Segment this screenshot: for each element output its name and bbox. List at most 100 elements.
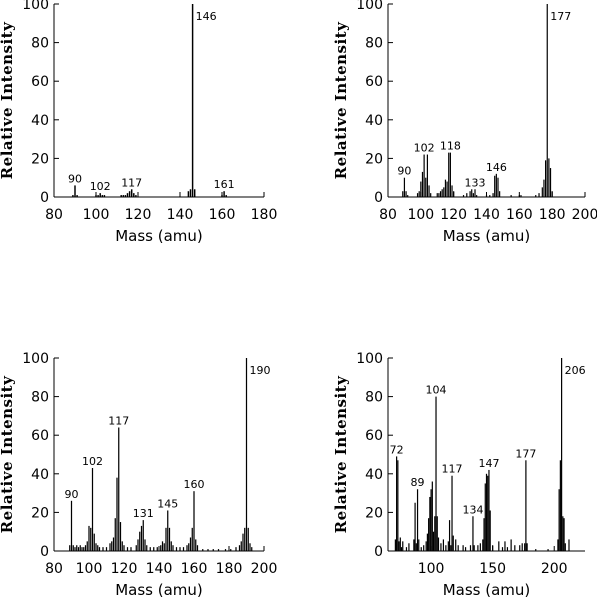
peak-bar xyxy=(510,195,512,197)
peak-label: 147 xyxy=(478,457,499,470)
x-tick-label: 100 xyxy=(76,561,103,577)
peak-bar xyxy=(446,181,448,197)
peak-bar xyxy=(485,195,488,197)
peak-label: 146 xyxy=(486,161,507,174)
peak-bar xyxy=(187,191,190,197)
peak-bar xyxy=(477,545,479,551)
peak-bar xyxy=(426,154,428,197)
y-tick-label: 0 xyxy=(374,544,383,560)
y-tick-label: 80 xyxy=(365,36,383,52)
peak-bar xyxy=(399,537,401,551)
y-tick-label: 20 xyxy=(31,505,49,521)
y-tick-label: 100 xyxy=(356,0,383,13)
peak-bar xyxy=(161,541,164,551)
peak-bar xyxy=(109,543,111,551)
y-tick-label: 80 xyxy=(31,36,49,52)
peak-bar xyxy=(238,545,241,551)
peak-bar xyxy=(223,191,225,197)
peak-bar xyxy=(441,189,443,197)
peak-bar xyxy=(130,189,133,197)
peak-bar xyxy=(499,191,501,197)
peak-label: 72 xyxy=(390,443,404,456)
peak-bar xyxy=(448,520,451,551)
peak-bar xyxy=(397,460,399,551)
x-axis-title: Mass (amu) xyxy=(115,227,203,245)
peak-bar xyxy=(170,541,172,551)
peak-bar xyxy=(102,547,104,551)
peak-bar xyxy=(452,535,454,551)
x-axis-title: Mass (amu) xyxy=(115,581,203,599)
peak-bar xyxy=(112,537,115,551)
peak-bar xyxy=(230,549,232,551)
peak-bar xyxy=(126,547,129,551)
peak-bar xyxy=(471,189,473,197)
peak-bar xyxy=(487,475,489,551)
peak-bar xyxy=(88,525,90,551)
peak-bar xyxy=(504,541,506,551)
peak-bar xyxy=(492,545,494,551)
y-tick-label: 80 xyxy=(365,390,383,406)
peak-bar xyxy=(440,543,442,551)
peak-bar xyxy=(548,158,550,197)
peak-bar xyxy=(479,543,481,551)
peak-bar xyxy=(130,547,132,551)
peak-bar xyxy=(545,160,547,197)
x-tick-label: 160 xyxy=(506,207,533,223)
peak-bar xyxy=(69,545,71,551)
peak-bar xyxy=(442,539,445,551)
peak-label: 190 xyxy=(250,364,271,377)
peak-bar xyxy=(416,489,419,551)
peak-bar xyxy=(428,518,430,551)
peak-label: 206 xyxy=(565,364,586,377)
peak-bar xyxy=(74,547,76,551)
peak-bar xyxy=(121,541,123,551)
y-tick-label: 20 xyxy=(365,151,383,167)
peak-bar xyxy=(431,481,433,551)
peak-label: 117 xyxy=(108,414,129,427)
peak-bar xyxy=(400,547,403,551)
peak-bar xyxy=(224,549,227,551)
x-axis-title: Mass (amu) xyxy=(443,581,531,599)
y-tick-label: 40 xyxy=(365,467,383,483)
peak-label: 131 xyxy=(133,507,154,520)
peak-bar xyxy=(91,468,94,551)
peak-bar xyxy=(398,541,400,551)
x-tick-label: 160 xyxy=(181,561,208,577)
peak-label: 145 xyxy=(157,497,178,510)
peak-bar xyxy=(425,541,427,551)
peak-bar xyxy=(156,547,158,551)
spectrum-panel-3: 0 20 40 60 80 100 80 100 120 140 160 180 200 90 102 117… xyxy=(0,351,277,599)
peak-bar xyxy=(186,545,188,551)
peak-bar xyxy=(547,549,549,551)
x-tick-label: 200 xyxy=(251,561,278,577)
peak-bar xyxy=(120,195,122,197)
peak-bar xyxy=(97,195,99,197)
peak-bar xyxy=(464,547,467,551)
peak-bar xyxy=(405,547,408,551)
y-tick-label: 40 xyxy=(31,467,49,483)
peak-bar xyxy=(77,547,80,551)
peak-bar xyxy=(420,547,422,551)
peak-label: 117 xyxy=(442,463,463,476)
peak-bar xyxy=(191,4,194,197)
peak-bar xyxy=(495,173,497,197)
peak-bar xyxy=(122,195,125,197)
peak-bar xyxy=(559,460,561,551)
peak-bar xyxy=(79,545,81,551)
peak-bar xyxy=(472,193,474,197)
peak-bar xyxy=(426,533,428,551)
peak-label: 89 xyxy=(411,476,425,489)
peak-bar xyxy=(402,541,404,551)
peak-bar xyxy=(83,547,85,551)
peak-bar xyxy=(546,4,548,197)
peak-bar xyxy=(535,549,537,551)
peak-bar xyxy=(415,543,417,551)
peak-label: 146 xyxy=(196,10,217,23)
peak-bar xyxy=(425,177,427,197)
peak-bar xyxy=(135,545,137,551)
y-tick-label: 20 xyxy=(31,151,49,167)
peak-bar xyxy=(439,191,442,197)
peak-bar xyxy=(520,195,522,197)
peak-bar xyxy=(242,533,244,551)
